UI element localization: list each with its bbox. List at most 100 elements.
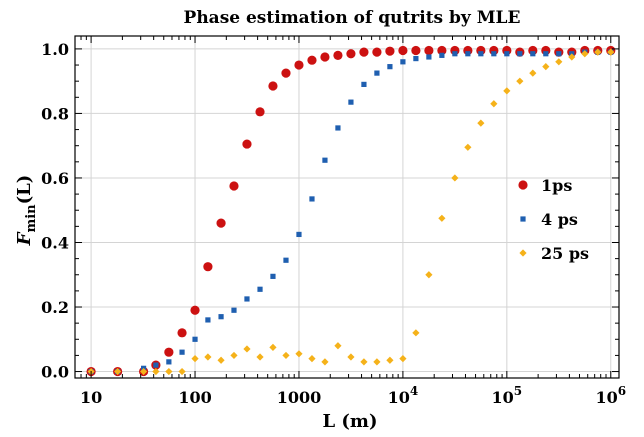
- data-point: [333, 50, 343, 60]
- x-tick-labels: 10 100 1000 104 105 106: [80, 384, 626, 407]
- data-point: [399, 355, 407, 363]
- data-point: [568, 53, 576, 61]
- data-point: [216, 218, 226, 228]
- data-point: [218, 314, 224, 320]
- data-point: [190, 305, 200, 315]
- data-point: [281, 68, 291, 78]
- data-point: [152, 367, 160, 376]
- data-point: [283, 257, 289, 263]
- data-point: [581, 50, 589, 58]
- data-point: [178, 367, 186, 376]
- data-point: [556, 51, 562, 57]
- data-point: [347, 353, 355, 361]
- data-point: [140, 367, 148, 376]
- data-point: [204, 353, 212, 361]
- data-point: [244, 296, 250, 302]
- data-point: [452, 51, 458, 57]
- data-point: [307, 55, 317, 65]
- data-point: [555, 58, 563, 66]
- data-point: [439, 52, 445, 58]
- data-point: [374, 70, 380, 76]
- data-point: [321, 358, 329, 366]
- data-point: [412, 329, 420, 337]
- y-axis-label-main: F: [14, 231, 35, 246]
- data-point: [361, 81, 367, 87]
- data-point: [504, 51, 510, 57]
- series-0: [86, 45, 616, 377]
- data-point: [386, 356, 394, 364]
- data-point: [177, 328, 187, 338]
- x-tick-label: 100: [178, 388, 211, 407]
- data-point: [451, 174, 459, 182]
- x-axis-label: L (m): [322, 411, 377, 432]
- data-point: [425, 271, 433, 279]
- data-point: [398, 45, 408, 56]
- data-point: [282, 351, 290, 360]
- x-tick-label-exp: 4: [410, 384, 418, 398]
- data-point: [529, 69, 537, 77]
- data-point: [294, 60, 304, 70]
- x-tick-label-base: 10: [80, 388, 102, 407]
- data-point: [165, 367, 173, 376]
- data-point: [166, 359, 172, 365]
- data-point: [230, 351, 238, 360]
- data-point: [320, 52, 330, 62]
- x-tick-label-base: 10: [388, 388, 410, 407]
- data-point: [114, 367, 122, 376]
- y-tick-label: 1.0: [41, 40, 69, 59]
- data-point: [268, 81, 278, 91]
- data-point: [257, 286, 263, 292]
- data-point: [517, 51, 523, 57]
- data-point: [192, 336, 198, 342]
- y-tick-labels: 0.0 0.2 0.4 0.6 0.8 1.0: [41, 40, 69, 382]
- x-tick-label: 106: [595, 384, 626, 407]
- y-tick-label: 0.6: [41, 169, 69, 188]
- data-point: [413, 55, 419, 62]
- data-point: [270, 273, 276, 279]
- legend: 1ps 4 ps 25 ps: [518, 176, 589, 263]
- x-tick-label-exp: 6: [618, 384, 626, 398]
- y-axis-label-sub: min: [24, 204, 39, 233]
- data-point: [269, 343, 277, 351]
- data-point: [465, 51, 471, 57]
- legend-label: 4 ps: [541, 210, 578, 229]
- data-point: [348, 99, 354, 105]
- data-point: [255, 107, 265, 117]
- data-point: [308, 355, 316, 363]
- data-point: [164, 347, 174, 357]
- data-point: [322, 157, 328, 163]
- data-point: [242, 139, 252, 149]
- data-point: [438, 214, 446, 222]
- y-axis-label: Fmin(L): [14, 175, 39, 247]
- chart-title: Phase estimation of qutrits by MLE: [184, 8, 521, 28]
- data-point: [360, 358, 368, 366]
- y-tick-label: 0.4: [41, 233, 69, 252]
- data-point: [335, 125, 341, 131]
- data-point: [594, 48, 602, 56]
- series-2: [87, 48, 615, 376]
- data-point: [296, 231, 302, 238]
- legend-marker: [518, 180, 528, 190]
- data-point: [346, 49, 356, 59]
- plot-points: [86, 45, 616, 377]
- data-point: [229, 181, 239, 191]
- data-point: [295, 350, 303, 358]
- data-point: [203, 262, 213, 272]
- data-point: [400, 59, 406, 65]
- data-point: [153, 362, 159, 368]
- data-point: [309, 196, 315, 202]
- y-tick-label: 0.8: [41, 104, 69, 123]
- y-axis-label-tail: (L): [14, 175, 35, 205]
- data-point: [464, 143, 472, 151]
- data-point: [491, 51, 497, 57]
- legend-label: 25 ps: [541, 244, 589, 263]
- data-point: [607, 48, 615, 56]
- data-point: [217, 356, 225, 364]
- x-tick-label-base: 10: [595, 388, 617, 407]
- data-point: [385, 46, 395, 56]
- data-point: [424, 45, 434, 56]
- data-point: [516, 77, 524, 85]
- data-point: [179, 349, 185, 355]
- axis-ticks: [74, 36, 619, 378]
